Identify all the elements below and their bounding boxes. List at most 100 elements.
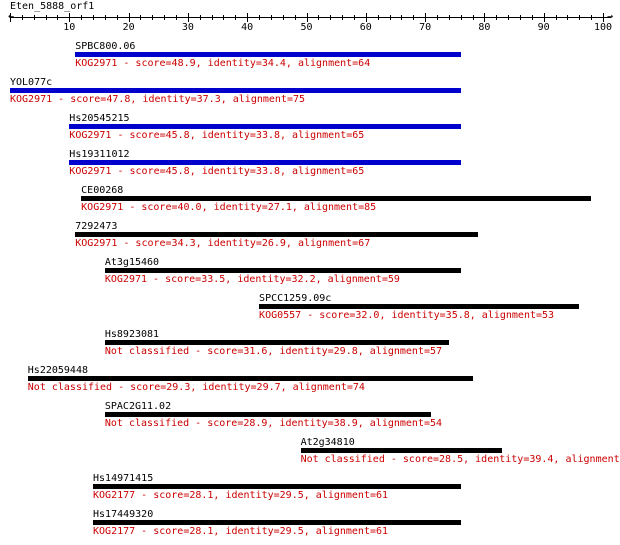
ruler-tick [306, 13, 308, 22]
ruler-tick [235, 15, 237, 20]
ruler-tick [164, 15, 166, 20]
ruler-tick [57, 15, 59, 20]
hit-name[interactable]: Hs14971415 [93, 473, 154, 484]
ruler-line [10, 17, 611, 18]
ruler-tick [591, 15, 593, 20]
ruler-tick [282, 15, 284, 20]
query-title: Eten_5888_orf1 [10, 1, 95, 12]
ruler-tick [496, 15, 498, 20]
ruler-tick-label: 80 [478, 22, 491, 33]
ruler-tick [365, 13, 367, 22]
ruler-tick [270, 15, 272, 20]
ruler-tick [104, 15, 106, 20]
hit-bar[interactable] [104, 268, 461, 273]
ruler-tick [199, 15, 201, 20]
ruler-tick [543, 13, 545, 22]
ruler-arrow-left: ← [8, 11, 15, 22]
ruler-tick [508, 15, 510, 20]
hit-description: Not classified - score=31.6, identity=29… [104, 346, 443, 357]
hit-name[interactable]: SPCC1259.09c [259, 293, 332, 304]
hit-bar[interactable] [75, 52, 461, 57]
hit-description: KOG2971 - score=47.8, identity=37.3, ali… [10, 94, 306, 105]
ruler-tick [519, 15, 521, 20]
ruler-tick [33, 15, 35, 20]
hit-name[interactable]: At3g15460 [104, 257, 160, 268]
hit-bar[interactable] [75, 232, 479, 237]
hit-name[interactable]: Hs17449320 [93, 509, 154, 520]
ruler-tick [484, 13, 486, 22]
ruler-tick [152, 15, 154, 20]
ruler-tick [259, 15, 261, 20]
ruler-tick [401, 15, 403, 20]
hit-bar[interactable] [93, 484, 461, 489]
ruler-tick [353, 15, 355, 20]
ruler-tick [318, 15, 320, 20]
hit-description: KOG2177 - score=28.1, identity=29.5, ali… [93, 526, 389, 537]
ruler-arrow-right: → [607, 11, 614, 22]
ruler-tick-label: 40 [241, 22, 254, 33]
hit-name[interactable]: YOL077c [10, 77, 53, 88]
hit-bar[interactable] [259, 304, 580, 309]
ruler-tick [211, 15, 213, 20]
hit-bar[interactable] [81, 196, 592, 201]
ruler-tick [45, 15, 47, 20]
hit-bar[interactable] [69, 124, 461, 129]
ruler-tick [176, 15, 178, 20]
ruler-tick [389, 15, 391, 20]
ruler-tick [81, 15, 83, 20]
hit-name[interactable]: Hs19311012 [69, 149, 130, 160]
hit-name[interactable]: CE00268 [81, 185, 124, 196]
hit-description: KOG2971 - score=34.3, identity=26.9, ali… [75, 238, 371, 249]
ruler-tick [330, 15, 332, 20]
ruler-tick [93, 15, 95, 20]
ruler-tick-label: 50 [300, 22, 313, 33]
ruler-tick [413, 15, 415, 20]
ruler-tick-label: 60 [359, 22, 372, 33]
ruler-tick-label: 20 [122, 22, 135, 33]
ruler-tick [460, 15, 462, 20]
hit-name[interactable]: Hs22059448 [27, 365, 88, 376]
ruler-tick [579, 15, 581, 20]
ruler-tick [342, 15, 344, 20]
hit-bar[interactable] [69, 160, 461, 165]
ruler-tick [448, 15, 450, 20]
hit-bar[interactable] [10, 88, 461, 93]
ruler-tick [436, 15, 438, 20]
ruler-tick [116, 15, 118, 20]
hit-bar[interactable] [104, 412, 432, 417]
hit-description: KOG2971 - score=45.8, identity=33.8, ali… [69, 130, 365, 141]
ruler-tick-label: 10 [63, 22, 76, 33]
ruler-tick [472, 15, 474, 20]
ruler-tick-label: 70 [419, 22, 432, 33]
ruler-tick [377, 15, 379, 20]
hit-bar[interactable] [104, 340, 449, 345]
ruler-tick [294, 15, 296, 20]
ruler-tick [603, 13, 604, 22]
ruler-tick [223, 15, 225, 20]
ruler-tick [531, 15, 533, 20]
ruler-tick-label: 30 [181, 22, 194, 33]
ruler-tick [140, 15, 142, 20]
hit-bar[interactable] [93, 520, 461, 525]
ruler-tick [555, 15, 557, 20]
hit-name[interactable]: 7292473 [75, 221, 118, 232]
hit-description: KOG2971 - score=48.9, identity=34.4, ali… [75, 58, 371, 69]
hit-description: Not classified - score=28.5, identity=39… [300, 454, 620, 465]
ruler-tick [21, 15, 23, 20]
hit-name[interactable]: At2g34810 [300, 437, 355, 448]
hit-description: KOG2971 - score=40.0, identity=27.1, ali… [81, 202, 377, 213]
hit-bar[interactable] [27, 376, 473, 381]
hit-description: KOG2971 - score=33.5, identity=32.2, ali… [104, 274, 400, 285]
hit-name[interactable]: Hs20545215 [69, 113, 130, 124]
hit-name[interactable]: Hs8923081 [104, 329, 160, 340]
ruler-tick [247, 13, 249, 22]
hit-name[interactable]: SPAC2G11.02 [104, 401, 172, 412]
ruler-tick-label: 90 [537, 22, 550, 33]
ruler-tick [425, 13, 427, 22]
hit-bar[interactable] [300, 448, 503, 453]
hit-name[interactable]: SPBC800.06 [75, 41, 136, 52]
hit-description: KOG2971 - score=45.8, identity=33.8, ali… [69, 166, 365, 177]
ruler-tick [187, 13, 189, 22]
ruler-tick [10, 13, 11, 22]
